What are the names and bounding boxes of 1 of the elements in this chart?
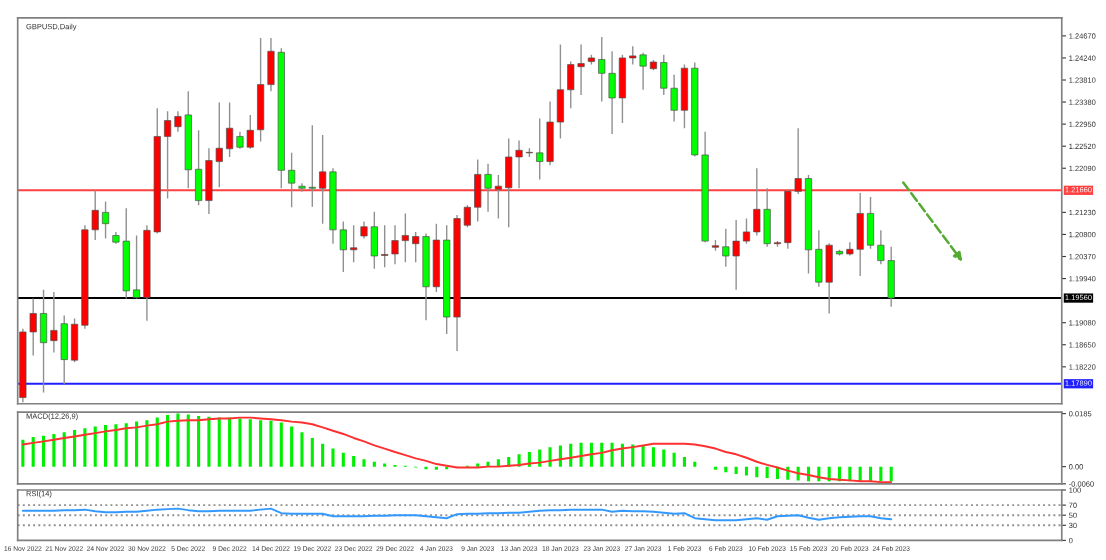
line-series bbox=[21, 416, 893, 484]
